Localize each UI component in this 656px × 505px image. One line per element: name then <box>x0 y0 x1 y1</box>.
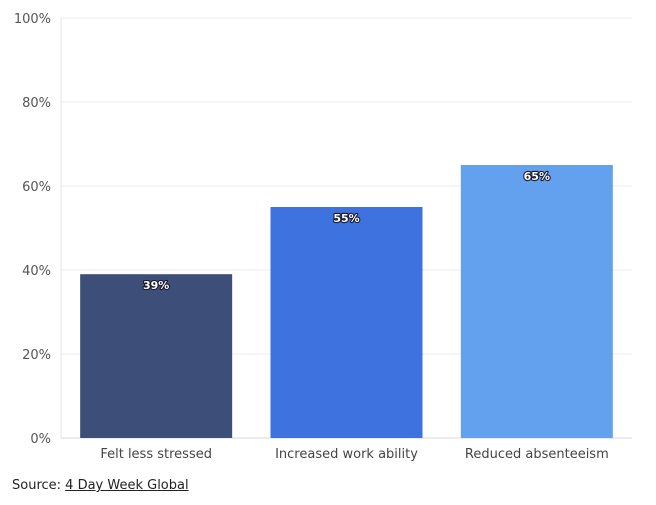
y-axis-ticks: 0% 20% 40% 60% 80% 100% <box>14 12 51 447</box>
data-label: 39% <box>143 279 169 292</box>
data-label: 65% <box>524 170 550 183</box>
category-label: Increased work ability <box>275 447 418 462</box>
data-labels: 39% 55% 65% <box>142 169 551 293</box>
y-tick-label: 40% <box>22 264 51 279</box>
data-label: 55% <box>333 212 359 225</box>
bar <box>270 207 423 438</box>
bar <box>460 165 613 438</box>
category-label: Reduced absenteeism <box>465 447 609 462</box>
bar <box>80 274 233 438</box>
source-link[interactable]: 4 Day Week Global <box>65 478 189 493</box>
y-tick-label: 60% <box>22 180 51 195</box>
source-prefix: Source: <box>12 478 66 493</box>
category-labels: Felt less stressed Increased work ability… <box>100 447 608 462</box>
bar-chart: 0% 20% 40% 60% 80% 100% 39% 55% 65% Felt less s… <box>14 12 632 462</box>
bars <box>80 165 613 438</box>
y-tick-label: 0% <box>30 432 51 447</box>
y-tick-label: 20% <box>22 348 51 363</box>
y-tick-label: 100% <box>14 12 51 27</box>
y-tick-label: 80% <box>22 96 51 111</box>
source-note: Source: 4 Day Week Global <box>12 478 189 493</box>
category-label: Felt less stressed <box>100 447 212 462</box>
